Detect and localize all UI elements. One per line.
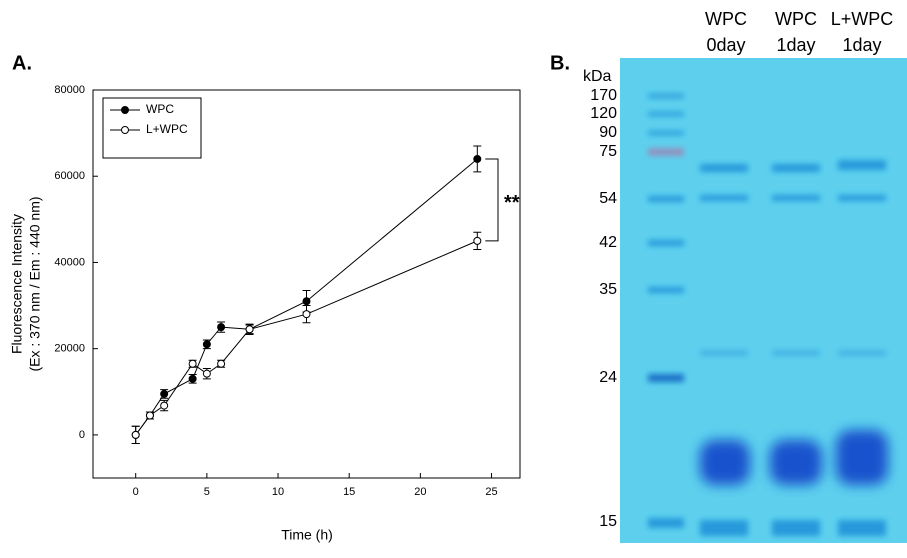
y-tick-label: 40000: [54, 256, 85, 268]
marker-label: 35: [599, 281, 617, 298]
x-tick-label: 10: [272, 486, 284, 498]
marker-label: 15: [599, 513, 617, 530]
data-point: [131, 430, 140, 439]
series-line: [135, 240, 478, 436]
legend-marker: [121, 126, 129, 134]
data-point: [473, 154, 482, 163]
significance-bracket: [485, 158, 499, 242]
marker-label: 120: [590, 105, 617, 122]
data-point: [188, 359, 197, 368]
data-point: [188, 374, 197, 383]
data-point: [202, 340, 211, 349]
data-point: [217, 323, 226, 332]
data-point: [202, 369, 211, 378]
marker-label: 24: [599, 369, 617, 386]
data-point: [473, 236, 482, 245]
data-point: [160, 401, 169, 410]
unit-label: kDa: [583, 68, 612, 85]
y-tick-label: 60000: [54, 170, 85, 182]
y-tick-label: 0: [79, 429, 85, 441]
marker-label: 54: [599, 190, 617, 207]
marker-label: 170: [590, 87, 617, 104]
lane-day: 0day: [706, 35, 745, 55]
data-point: [245, 325, 254, 334]
panel-label: B.: [550, 52, 570, 74]
data-point: [145, 411, 154, 420]
x-tick-label: 20: [414, 486, 426, 498]
panel-label: A.: [12, 52, 32, 74]
marker-label: 42: [599, 234, 617, 251]
significance-label: **: [504, 192, 520, 214]
x-tick-label: 25: [485, 486, 497, 498]
lane-day: 1day: [842, 35, 881, 55]
legend-box: [102, 97, 202, 159]
legend-marker: [121, 106, 129, 114]
lane-name: L+WPC: [831, 9, 894, 29]
lane-day: 1day: [776, 35, 815, 55]
x-tick-label: 5: [204, 486, 210, 498]
lane-name: WPC: [775, 9, 817, 29]
legend-label: L+WPC: [146, 122, 188, 136]
x-tick-label: 0: [133, 486, 139, 498]
data-point: [217, 359, 226, 368]
data-point: [302, 310, 311, 319]
data-point: [160, 389, 169, 398]
marker-label: 90: [599, 124, 617, 141]
y-tick-label: 20000: [54, 343, 85, 355]
lane-name: WPC: [705, 9, 747, 29]
marker-label: 75: [599, 143, 617, 160]
panel-b: B. kDa: [550, 52, 907, 543]
panel-a: A. Time (h) Fluorescence Intensity (Ex :…: [9, 52, 521, 543]
data-point: [302, 297, 311, 306]
y-axis-label: Fluorescence Intensity: [9, 214, 25, 354]
y-tick-label: 80000: [54, 84, 85, 96]
x-axis-label: Time (h): [281, 527, 333, 543]
x-tick-label: 15: [343, 486, 355, 498]
gel-bands: [648, 94, 888, 536]
y-axis-sublabel: (Ex : 370 nm / Em : 440 nm): [27, 196, 43, 371]
legend-label: WPC: [146, 102, 174, 116]
plot-frame: [92, 89, 521, 479]
